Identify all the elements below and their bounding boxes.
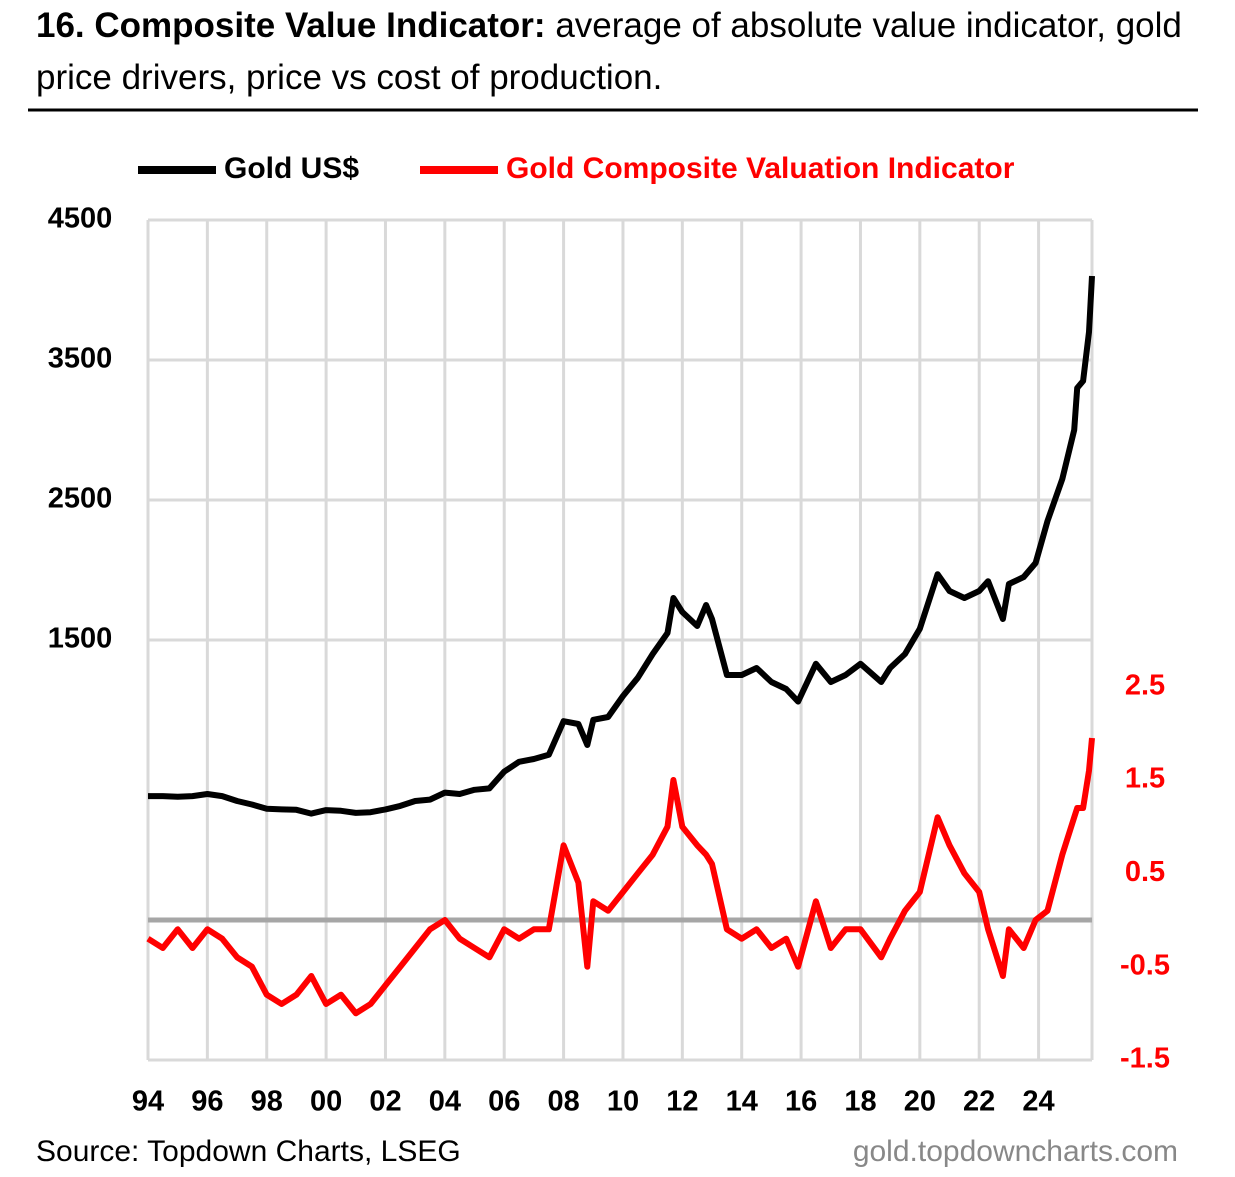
x-tick-label: 14 [726, 1086, 758, 1118]
x-tick-label: 96 [191, 1086, 223, 1118]
chart-subtitle: average of absolute value indicator, gol… [36, 6, 1182, 97]
chart-title: 16. Composite Value Indicator: [36, 6, 546, 45]
x-tick-label: 06 [488, 1086, 520, 1118]
y-tick-label: 3500 [48, 343, 113, 375]
x-tick-label: 98 [251, 1086, 283, 1118]
y2-tick-label: 0.5 [1125, 856, 1165, 888]
x-tick-label: 94 [132, 1086, 164, 1118]
x-tick-label: 16 [785, 1086, 817, 1118]
title-box: 16. Composite Value Indicator: average o… [36, 0, 1206, 104]
legend-label: Gold Composite Valuation Indicator [506, 152, 1015, 185]
y2-tick-label: -1.5 [1120, 1043, 1170, 1075]
source: Source: Topdown Charts, LSEG [36, 1135, 461, 1168]
series-line [148, 275, 1095, 817]
y2-tick-label: 1.5 [1125, 763, 1165, 795]
series-line [146, 737, 1095, 1017]
y-tick-label: 2500 [48, 483, 113, 515]
x-tick-label: 20 [904, 1086, 936, 1118]
y-tick-label: 1500 [48, 623, 113, 655]
y2-tick-label: -0.5 [1120, 949, 1170, 981]
x-tick-label: 22 [963, 1086, 995, 1118]
title-block: 16. Composite Value Indicator: average o… [36, 0, 1206, 104]
legend-label: Gold US$ [224, 152, 359, 185]
x-tick-label: 04 [429, 1086, 461, 1118]
y2-tick-label: 2.5 [1125, 669, 1165, 701]
x-tick-label: 18 [844, 1086, 876, 1118]
x-tick-label: 12 [666, 1086, 698, 1118]
website: gold.topdowncharts.com [853, 1135, 1178, 1168]
x-tick-label: 00 [310, 1086, 342, 1118]
x-tick-label: 08 [547, 1086, 579, 1118]
y-tick-label: 4500 [48, 203, 113, 235]
x-tick-label: 24 [1022, 1086, 1054, 1118]
x-tick-label: 02 [369, 1086, 401, 1118]
x-tick-label: 10 [607, 1086, 639, 1118]
